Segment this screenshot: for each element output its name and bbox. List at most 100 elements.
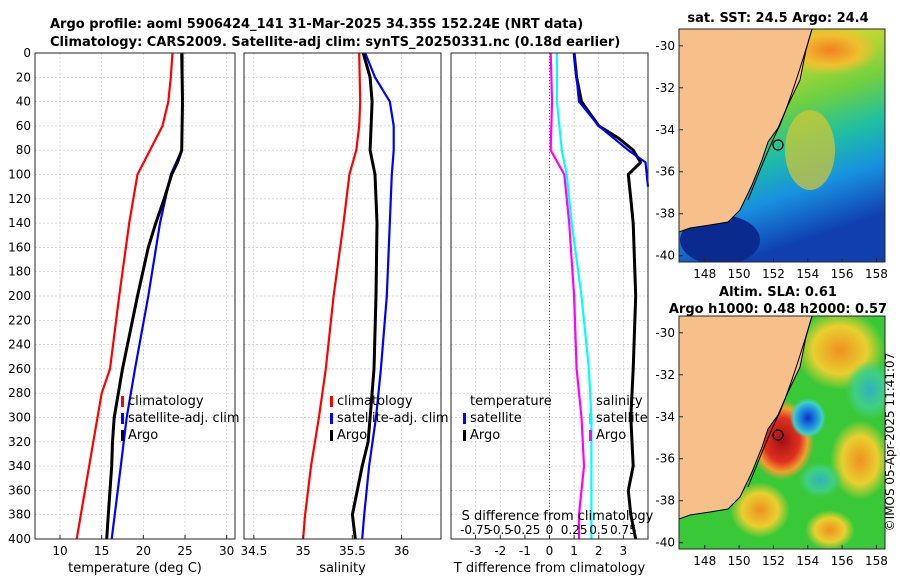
x-tick-label: 36 <box>394 544 409 558</box>
s-diff-tick-label: 0.5 <box>589 523 608 537</box>
sst-warm-filament <box>785 110 835 190</box>
sla-blob <box>830 420 885 500</box>
x-tick-label: 15 <box>94 544 109 558</box>
sst-x-ticks: 148 150 152 154 156 158 <box>693 258 888 281</box>
sla-land-australia <box>679 316 813 520</box>
s-diff-tick-label: 0 <box>546 523 554 537</box>
map-x-tick-label: 152 <box>762 554 785 568</box>
legend-label-satellite: satellite-adj. clim <box>337 411 449 426</box>
y-tick-label: 40 <box>16 95 31 109</box>
map-y-tick-label: -38 <box>655 207 675 221</box>
map-y-tick-label: -32 <box>655 81 675 95</box>
x-tick-label: 0 <box>546 544 554 558</box>
sla-map-frame <box>678 315 886 550</box>
y-tick-label: 400 <box>8 532 31 546</box>
y-tick-label: 300 <box>8 411 31 425</box>
sst-map-title: sat. SST: 24.5 Argo: 24.4 <box>687 11 868 26</box>
temperature-legend: climatology satellite-adj. clim Argo <box>121 394 240 443</box>
sla-blob <box>845 360 885 420</box>
map-y-tick-label: -30 <box>655 326 675 340</box>
x-axis-label: temperature (deg C) <box>68 561 202 576</box>
legend-label-climatology: climatology <box>128 394 204 409</box>
y-tick-label: 160 <box>8 240 31 254</box>
s-diff-tick-label: -0.75 <box>460 523 491 537</box>
y-tick-label: 220 <box>8 313 31 327</box>
x-tick-label: 35 <box>295 544 310 558</box>
map-x-tick-label: 158 <box>865 554 888 568</box>
sla-cold-eddy <box>790 398 826 438</box>
salinity-panel: 34.5 35 35.5 36 salinity <box>240 52 442 576</box>
map-x-tick-label: 148 <box>693 554 716 568</box>
plot-frame <box>34 52 236 540</box>
map-y-tick-label: -40 <box>655 536 675 550</box>
sla-x-ticks: 148 150 152 154 156 158 <box>693 545 888 568</box>
x-tick-label: 25 <box>177 544 192 558</box>
y-tick-label: 20 <box>16 70 31 84</box>
legend-swatch-t-satellite <box>463 413 466 424</box>
legend-swatch-climatology <box>330 396 333 407</box>
temperature-panel: 10 15 20 25 30020406080100120140160180200220… <box>8 46 236 576</box>
map-y-tick-label: -34 <box>655 410 675 424</box>
x-axis-label: salinity <box>319 561 366 576</box>
x-axis-label: T difference from climatology <box>453 561 646 576</box>
map-x-tick-label: 154 <box>796 267 819 281</box>
legend-swatch-satellite <box>121 413 124 424</box>
x-tick-label: -2 <box>494 544 506 558</box>
map-x-tick-label: 150 <box>728 267 751 281</box>
s-diff-tick-label: 0.25 <box>561 523 588 537</box>
legend-label-climatology: climatology <box>337 394 413 409</box>
series-line-climatology <box>302 52 362 540</box>
y-tick-label: 260 <box>8 362 31 376</box>
y-tick-label: 380 <box>8 508 31 522</box>
y-tick-label: 280 <box>8 386 31 400</box>
sst-y-ticks: -30 -32 -34 -36 -38 -40 <box>655 39 683 263</box>
y-tick-label: 120 <box>8 192 31 206</box>
map-x-tick-label: 156 <box>831 554 854 568</box>
legend-label-s-satellite: satellite <box>596 411 648 426</box>
y-tick-label: 340 <box>8 459 31 473</box>
sla-y-ticks: -30 -32 -34 -36 -38 -40 <box>655 326 683 550</box>
series-line-argo <box>105 52 184 540</box>
x-tick-label: 2 <box>595 544 603 558</box>
y-tick-label: 140 <box>8 216 31 230</box>
map-y-tick-label: -40 <box>655 249 675 263</box>
x-tick-label: 10 <box>52 544 67 558</box>
map-y-tick-label: -36 <box>655 452 675 466</box>
difference-panel: -3 -2 -1 0 1 2 3 T difference from climatology S… <box>450 52 654 576</box>
map-x-tick-label: 158 <box>865 267 888 281</box>
legend-swatch-argo <box>330 430 333 441</box>
x-tick-label: -3 <box>470 544 482 558</box>
s-diff-tick-label: -0.5 <box>489 523 512 537</box>
x-tick-label: 34.5 <box>240 544 267 558</box>
legend-label-t-satellite: satellite <box>470 411 522 426</box>
map-x-tick-label: 152 <box>762 267 785 281</box>
sst-isobath <box>747 29 813 201</box>
y-tick-label: 100 <box>8 168 31 182</box>
series-line-s-satellite <box>555 53 593 539</box>
x-tick-label: 1 <box>570 544 578 558</box>
plot-frame <box>243 52 442 540</box>
sla-isobath <box>747 316 813 488</box>
legend-swatch-s-argo <box>589 430 592 441</box>
map-x-tick-label: 148 <box>693 267 716 281</box>
imos-credit: ©IMOS 05-Apr-2025 11:41:07 <box>883 353 897 532</box>
legend-title-salinity: salinity <box>596 394 643 409</box>
sla-map-title: Altim. SLA: 0.61 <box>719 285 837 300</box>
map-y-tick-label: -38 <box>655 494 675 508</box>
legend-swatch-argo <box>121 430 124 441</box>
legend-label-t-argo: Argo <box>470 428 500 443</box>
legend-swatch-s-satellite <box>589 413 592 424</box>
y-tick-label: 200 <box>8 289 31 303</box>
legend-swatch-satellite <box>330 413 333 424</box>
map-y-tick-label: -36 <box>655 165 675 179</box>
map-x-tick-label: 150 <box>728 554 751 568</box>
y-tick-label: 60 <box>16 119 31 133</box>
legend-label-s-argo: Argo <box>596 428 626 443</box>
legend-swatch-t-argo <box>463 430 466 441</box>
sst-map-frame <box>678 28 886 263</box>
map-x-tick-label: 156 <box>831 267 854 281</box>
sla-argo-marker <box>772 429 784 441</box>
title-line-1: Argo profile: aoml 5906424_141 31-Mar-20… <box>50 17 583 32</box>
sla-map: Altim. SLA: 0.61 Argo h1000: 0.48 h2000:… <box>655 285 888 568</box>
map-y-tick-label: -34 <box>655 123 675 137</box>
